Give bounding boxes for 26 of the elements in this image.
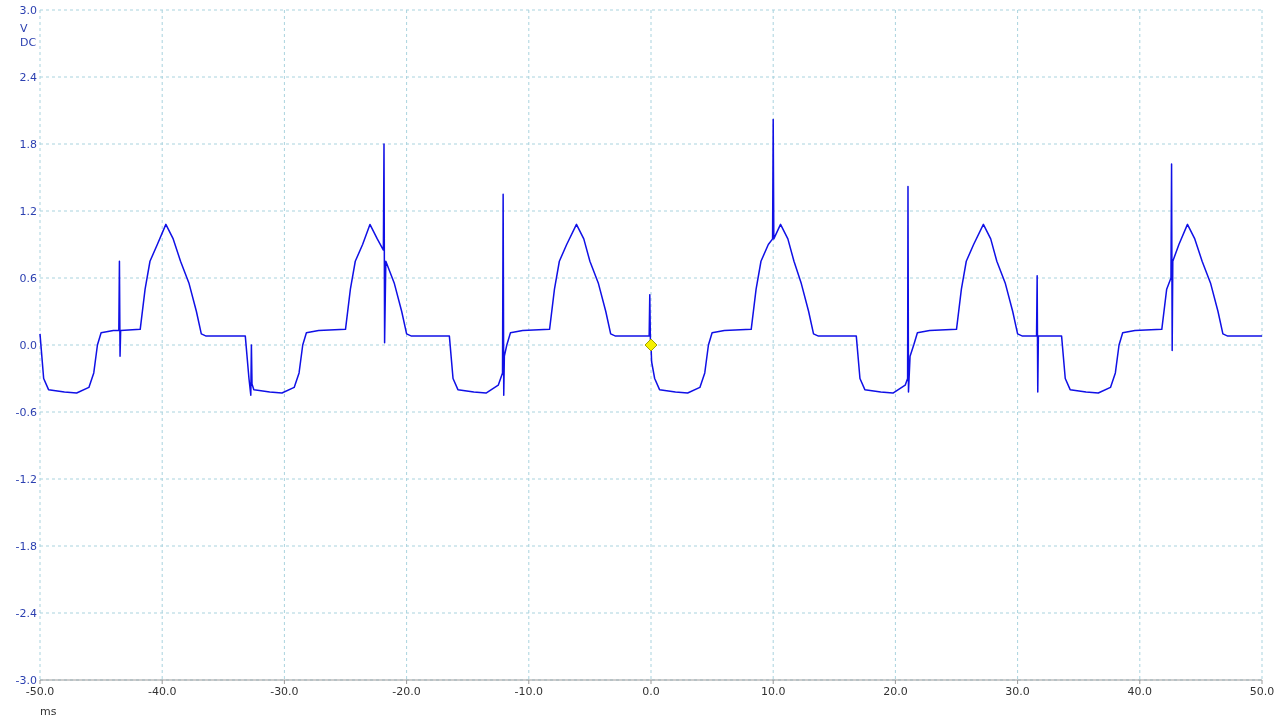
y-tick-label: -2.4 (15, 607, 37, 620)
x-tick-label: 40.0 (1127, 685, 1153, 698)
x-tick-label: 30.0 (1005, 685, 1030, 698)
x-tick-label: 20.0 (883, 685, 908, 698)
text: DC (20, 36, 37, 49)
y-tick-label: 0.0 (19, 339, 37, 352)
x-tick-label: 0.0 (642, 685, 660, 698)
y-tick-label: -0.6 (15, 406, 37, 419)
y-tick-label: 1.8 (19, 138, 37, 151)
x-tick-label: -20.0 (392, 685, 421, 698)
line-series (39, 118, 1263, 396)
y-tick-label: 0.6 (19, 272, 37, 285)
x-tick-label: 50.0 (1249, 685, 1275, 698)
y-tick-label: 3.0 (19, 4, 37, 17)
x-tick-label: 10.0 (760, 685, 786, 698)
y-tick-label: 2.4 (19, 71, 37, 84)
x-tick-label: -50.0 (25, 685, 55, 698)
y-tick-label: 1.2 (19, 205, 37, 218)
y-tick-label: -1.8 (15, 540, 37, 553)
x-tick-label: -10.0 (514, 685, 544, 698)
x-tick-label: -30.0 (270, 685, 299, 698)
x-axis-title: ms (40, 705, 57, 718)
x-tick-label: -40.0 (147, 685, 177, 698)
y-tick-label: -1.2 (15, 473, 37, 486)
y-tick-label: -3.0 (15, 674, 37, 687)
y-axis-title: V (20, 22, 28, 35)
